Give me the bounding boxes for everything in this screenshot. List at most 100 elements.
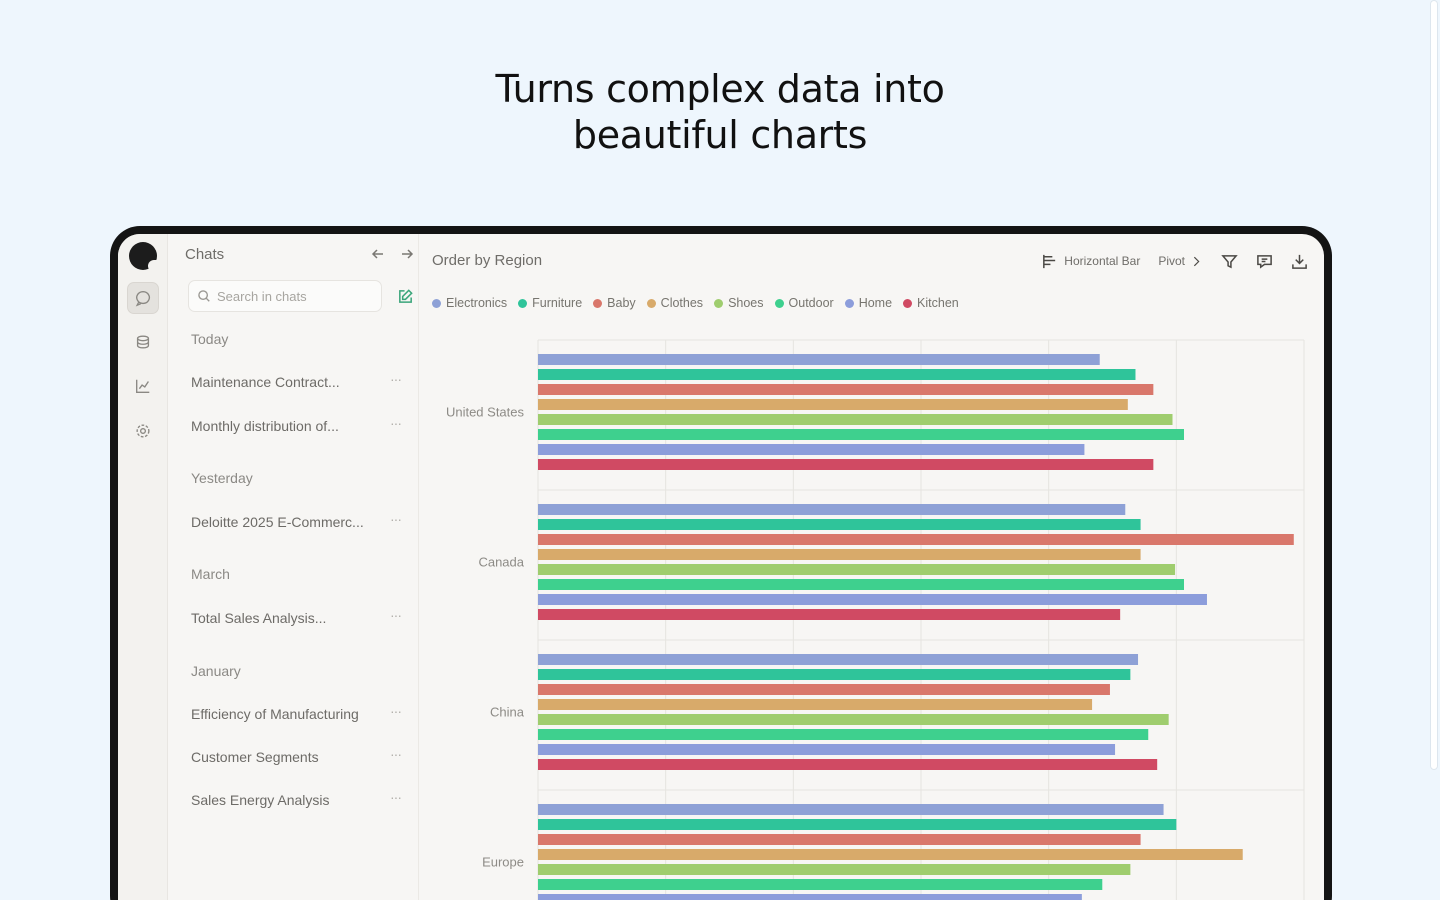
chart-toolbar: Horizontal Bar Pivot: [1023, 248, 1308, 274]
database-icon[interactable]: [127, 326, 159, 358]
bar-home: [538, 444, 1085, 455]
bar-baby: [538, 684, 1110, 695]
icon-rail: [118, 234, 168, 900]
legend-swatch: [774, 298, 784, 308]
chat-item[interactable]: Efficiency of Manufacturing ···: [183, 699, 409, 729]
group-label-yesterday: Yesterday: [191, 470, 253, 486]
settings-icon[interactable]: [127, 415, 159, 447]
search-box: [188, 280, 382, 312]
legend-item-baby[interactable]: Baby: [593, 296, 636, 310]
legend-label: Shoes: [728, 296, 764, 310]
bar-shoes: [538, 414, 1173, 425]
chat-icon[interactable]: [127, 282, 159, 314]
chat-item-label: Deloitte 2025 E-Commerc...: [191, 514, 364, 530]
bar-chart-icon: [1043, 254, 1056, 268]
chat-item-label: Monthly distribution of...: [191, 418, 339, 434]
group-label-january: January: [191, 663, 241, 679]
chat-item-label: Total Sales Analysis...: [191, 610, 327, 626]
legend-swatch: [646, 298, 656, 308]
more-options-icon[interactable]: ···: [390, 415, 402, 431]
download-button[interactable]: [1291, 253, 1308, 270]
chart-icon[interactable]: [127, 370, 159, 402]
chat-item[interactable]: Monthly distribution of... ···: [183, 411, 409, 441]
bar-home: [538, 744, 1116, 755]
more-options-icon[interactable]: ···: [390, 511, 402, 527]
bar-baby: [538, 534, 1294, 545]
chat-item[interactable]: Deloitte 2025 E-Commerc... ···: [183, 507, 409, 537]
bar-home: [538, 594, 1207, 605]
legend-label: Furniture: [532, 296, 583, 310]
search-input[interactable]: [217, 288, 377, 304]
download-icon: [1292, 254, 1307, 269]
bar-clothes: [538, 699, 1093, 710]
legend-label: Kitchen: [917, 296, 959, 310]
new-chat-icon[interactable]: [395, 286, 415, 306]
bar-kitchen: [538, 459, 1154, 470]
legend-item-outdoor[interactable]: Outdoor: [774, 296, 834, 310]
more-options-icon[interactable]: ···: [390, 746, 402, 762]
chat-item-label: Sales Energy Analysis: [191, 792, 330, 808]
chat-item[interactable]: Total Sales Analysis... ···: [183, 603, 409, 633]
sidebar-title: Chats: [185, 246, 225, 263]
bar-shoes: [538, 564, 1176, 575]
app-screen: Chats Today Maintenance Contract... ···: [118, 234, 1324, 900]
bar-outdoor: [538, 429, 1184, 440]
bar-outdoor: [538, 729, 1149, 740]
legend-swatch: [518, 298, 528, 308]
legend-swatch: [903, 298, 913, 308]
legend-item-electronics[interactable]: Electronics: [432, 296, 507, 310]
bar-furniture: [538, 519, 1141, 530]
bar-baby: [538, 834, 1141, 845]
legend-item-home[interactable]: Home: [844, 296, 892, 310]
bar-furniture: [538, 819, 1177, 830]
more-options-icon[interactable]: ···: [390, 607, 402, 623]
more-options-icon[interactable]: ···: [390, 703, 402, 719]
bar-clothes: [538, 849, 1243, 860]
group-label-march: March: [191, 566, 230, 582]
chart-panel: Order by Region Horizontal Bar Pivot: [420, 234, 1324, 900]
legend-swatch: [593, 298, 603, 308]
more-options-icon[interactable]: ···: [390, 789, 402, 805]
legend-swatch: [844, 298, 854, 308]
legend-label: Outdoor: [788, 296, 834, 310]
chevron-right-icon: [1193, 256, 1200, 266]
filter-button[interactable]: [1221, 253, 1238, 270]
legend-item-furniture[interactable]: Furniture: [518, 296, 582, 310]
headline: Turns complex data into beautiful charts: [0, 66, 1440, 158]
page-scrollbar[interactable]: [1430, 0, 1438, 770]
chart-type-button[interactable]: Horizontal Bar: [1041, 253, 1140, 270]
chat-item[interactable]: Customer Segments ···: [183, 742, 409, 772]
bar-electronics: [538, 504, 1126, 515]
chat-item-label: Efficiency of Manufacturing: [191, 706, 359, 722]
chart-legend: Electronics Furniture Baby Clothes Shoes Outd…: [432, 296, 970, 310]
chat-item[interactable]: Maintenance Contract... ···: [183, 367, 409, 397]
bar-home: [538, 894, 1082, 900]
legend-label: Baby: [607, 296, 636, 310]
headline-line-1: Turns complex data into: [495, 67, 945, 111]
more-options-icon[interactable]: ···: [390, 371, 402, 387]
group-label-today: Today: [191, 331, 229, 347]
bar-furniture: [538, 669, 1131, 680]
bar-clothes: [538, 549, 1141, 560]
comment-button[interactable]: [1256, 253, 1273, 270]
legend-item-shoes[interactable]: Shoes: [714, 296, 764, 310]
legend-item-kitchen[interactable]: Kitchen: [903, 296, 959, 310]
chat-item[interactable]: Sales Energy Analysis ···: [183, 785, 409, 815]
filter-icon: [1221, 254, 1238, 268]
legend-item-clothes[interactable]: Clothes: [646, 296, 703, 310]
bar-outdoor: [538, 579, 1184, 590]
back-arrow-icon[interactable]: [369, 245, 387, 263]
chat-item-label: Maintenance Contract...: [191, 374, 340, 390]
forward-arrow-icon[interactable]: [398, 245, 416, 263]
legend-swatch: [714, 298, 724, 308]
bar-electronics: [538, 354, 1100, 365]
category-label: China: [490, 704, 525, 719]
category-label: United States: [446, 404, 525, 419]
category-label: Europe: [482, 854, 524, 869]
app-logo[interactable]: [129, 242, 160, 272]
pivot-button[interactable]: Pivot: [1158, 254, 1203, 268]
comment-icon: [1257, 254, 1272, 269]
bar-kitchen: [538, 759, 1158, 770]
bar-furniture: [538, 369, 1136, 380]
bar-kitchen: [538, 609, 1121, 620]
